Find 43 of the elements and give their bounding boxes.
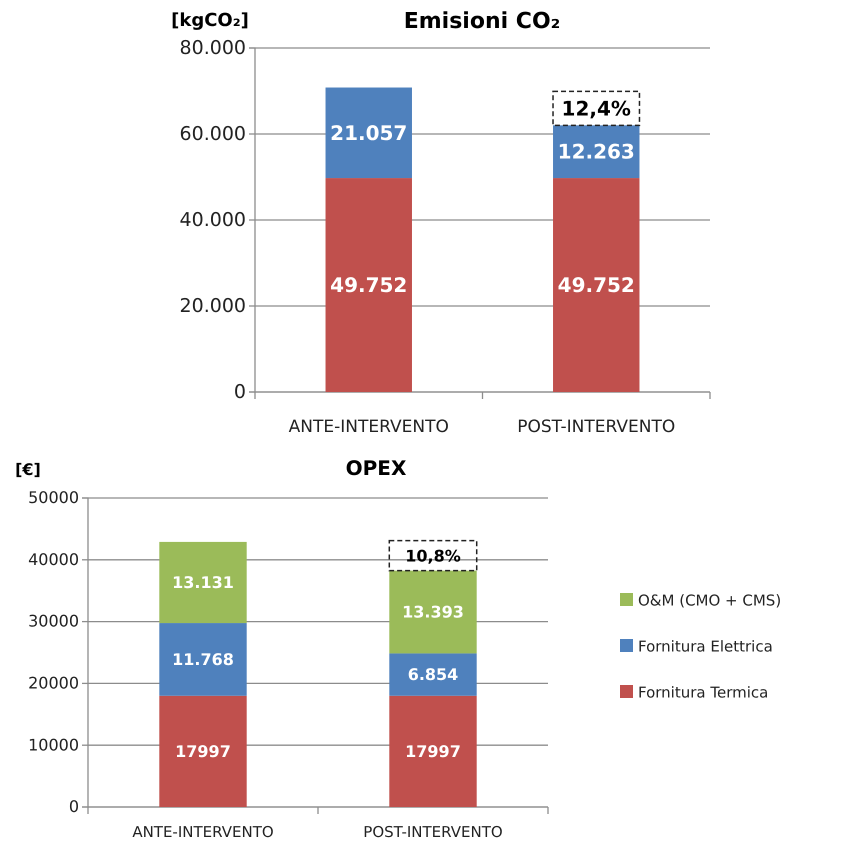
bar [389,696,477,807]
y-axis-title: [kgCO₂] [171,10,249,31]
data-label: 13.131 [172,573,234,592]
legend-label: O&M (CMO + CMS) [638,591,782,610]
x-tick-label: POST-INTERVENTO [517,417,676,437]
legend-label: Fornitura Elettrica [638,637,773,656]
bar [553,178,640,392]
y-tick-label: 10000 [28,735,79,754]
data-label: 11.768 [172,650,234,670]
data-label: 6.854 [408,665,458,684]
x-tick-label: ANTE-INTERVENTO [288,417,449,437]
x-tick-label: POST-INTERVENTO [363,823,503,841]
y-tick-label: 40.000 [180,209,246,232]
data-label: 49.752 [558,273,635,298]
y-tick-label: 50000 [28,488,79,508]
legend-label: Fornitura Termica [638,683,768,702]
y-tick-label: 20000 [28,674,79,693]
y-tick-label: 80.000 [180,37,246,60]
bar [159,542,247,624]
y-tick-label: 20.000 [180,295,246,318]
bar [326,178,412,392]
data-label: 17997 [405,742,461,761]
data-label: 12.263 [558,140,635,164]
data-label: 13.393 [402,602,464,622]
bar [159,696,247,807]
y-tick-label: 0 [68,797,79,816]
bar [389,570,477,654]
y-tick-label: 30000 [28,612,79,631]
chart-title: Emisioni CO₂ [404,9,560,34]
y-tick-label: 0 [234,381,246,404]
y-axis-title: [€] [15,460,41,479]
x-tick-label: ANTE-INTERVENTO [132,823,274,841]
annotation: 10,8% [405,546,461,566]
y-tick-label: 60.000 [180,123,246,146]
bar [159,623,247,696]
bar [326,88,412,178]
data-label: 21.057 [330,120,408,145]
bar [389,653,477,696]
data-label: 49.752 [330,273,408,298]
y-tick-label: 40000 [28,550,79,569]
chart-title: OPEX [346,456,407,480]
annotation: 12,4% [562,96,631,120]
data-label: 17997 [175,742,231,761]
